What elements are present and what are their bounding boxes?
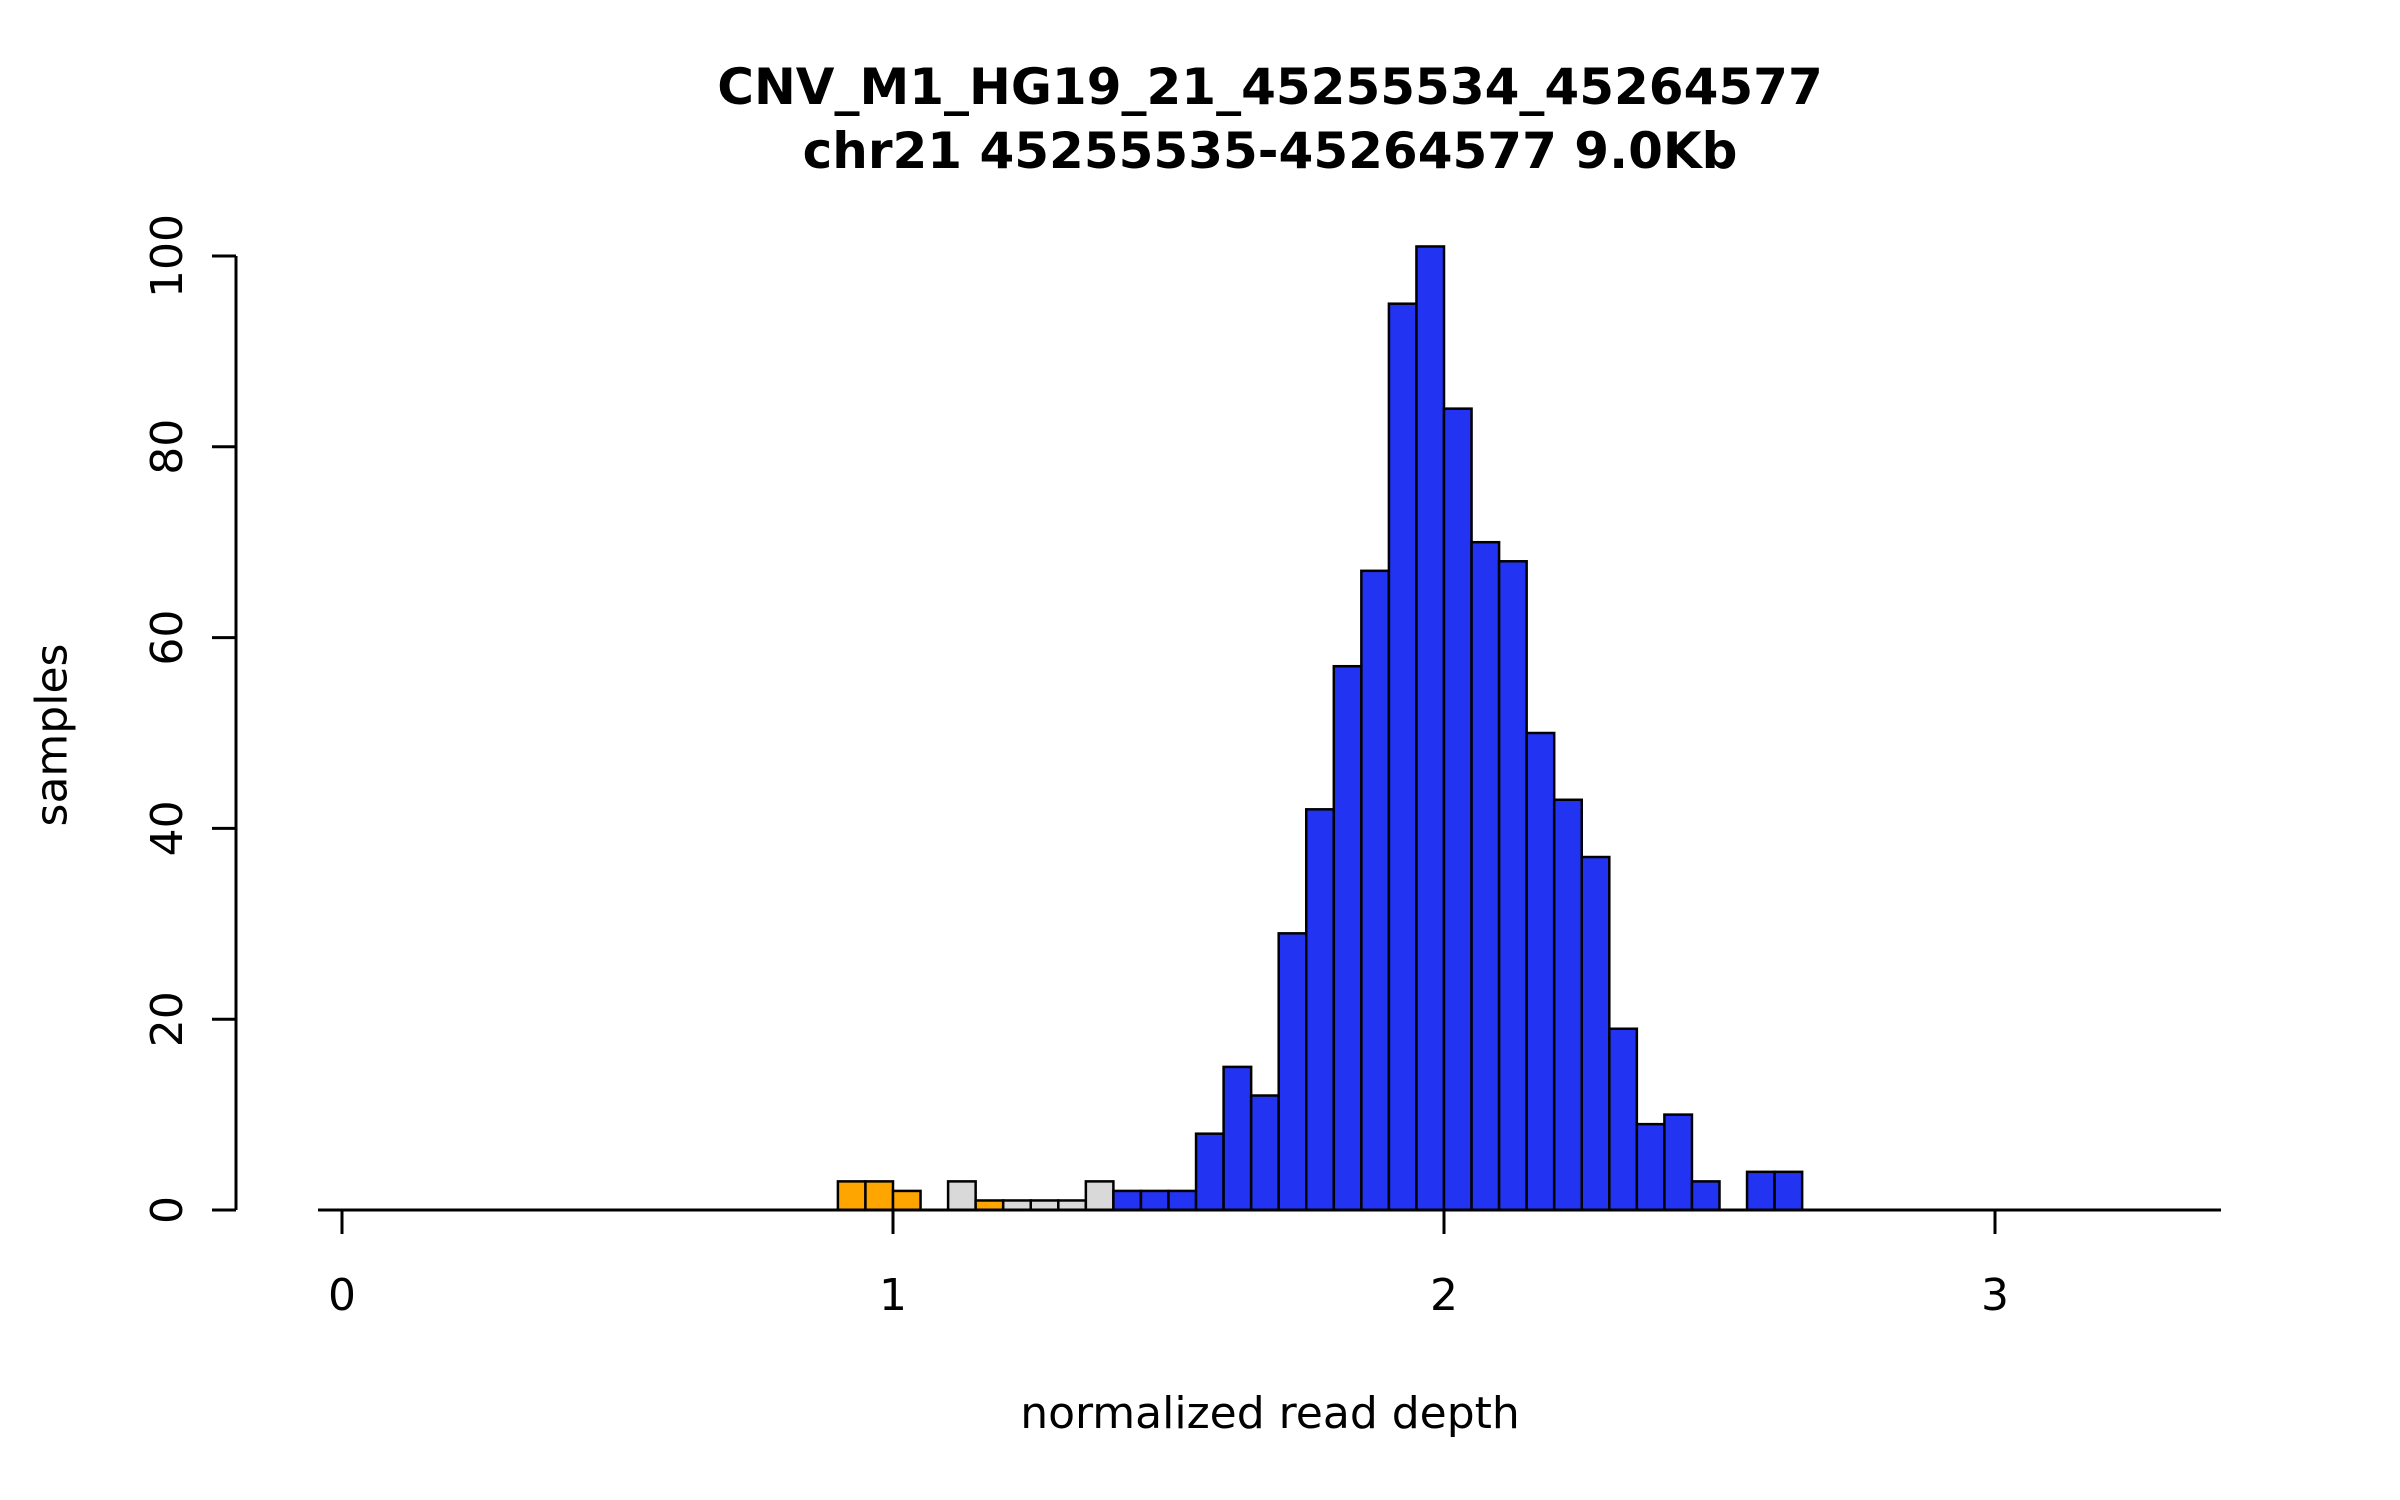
histogram-bar <box>1608 1027 1639 1212</box>
y-tick-label: 0 <box>142 1196 193 1224</box>
histogram-bar <box>1690 1180 1721 1212</box>
x-tick-label: 2 <box>1430 1270 1458 1321</box>
histogram-bar <box>1360 569 1391 1212</box>
histogram-bar <box>1167 1189 1198 1212</box>
histogram-bar <box>1112 1189 1143 1212</box>
histogram-bar <box>1222 1065 1253 1212</box>
x-tick-label: 1 <box>879 1270 907 1321</box>
y-tick-label: 60 <box>142 610 193 666</box>
histogram-bar <box>1580 855 1611 1212</box>
histogram-bar <box>946 1180 977 1212</box>
histogram-bar <box>1415 245 1446 1212</box>
histogram-bar <box>1305 808 1336 1212</box>
histogram-bar <box>1387 302 1418 1212</box>
x-tick-label: 3 <box>1981 1270 2009 1321</box>
y-tick-label: 100 <box>142 214 193 298</box>
plot-title: CNV_M1_HG19_21_45255534_45264577 <box>717 58 1823 116</box>
histogram-bar <box>1635 1122 1666 1212</box>
x-tick-label: 0 <box>328 1270 356 1321</box>
histogram-bar <box>1332 664 1363 1212</box>
histogram-bar <box>864 1180 895 1212</box>
y-tick-label: 40 <box>142 800 193 856</box>
x-axis-label: normalized read depth <box>1020 1388 1520 1439</box>
histogram-bar <box>1139 1189 1170 1212</box>
histogram-bar <box>1249 1094 1280 1212</box>
histogram-bar <box>1525 731 1556 1212</box>
y-tick-label: 80 <box>142 419 193 475</box>
histogram-bar <box>1194 1132 1225 1212</box>
histogram-bar <box>1084 1180 1115 1212</box>
y-tick-label: 20 <box>142 991 193 1047</box>
histogram-bar <box>1552 798 1583 1212</box>
histogram-bar <box>1663 1113 1694 1212</box>
plot-subtitle: chr21 45255535-45264577 9.0Kb <box>802 122 1738 180</box>
histogram-bar <box>1773 1170 1804 1212</box>
histogram-bar <box>1497 560 1528 1212</box>
histogram-bar <box>1277 932 1308 1212</box>
histogram-bar <box>891 1189 922 1212</box>
histogram-bar <box>836 1180 867 1212</box>
histogram-bar <box>1442 407 1473 1212</box>
histogram-bar <box>1470 540 1501 1212</box>
histogram-bar <box>1745 1170 1776 1212</box>
